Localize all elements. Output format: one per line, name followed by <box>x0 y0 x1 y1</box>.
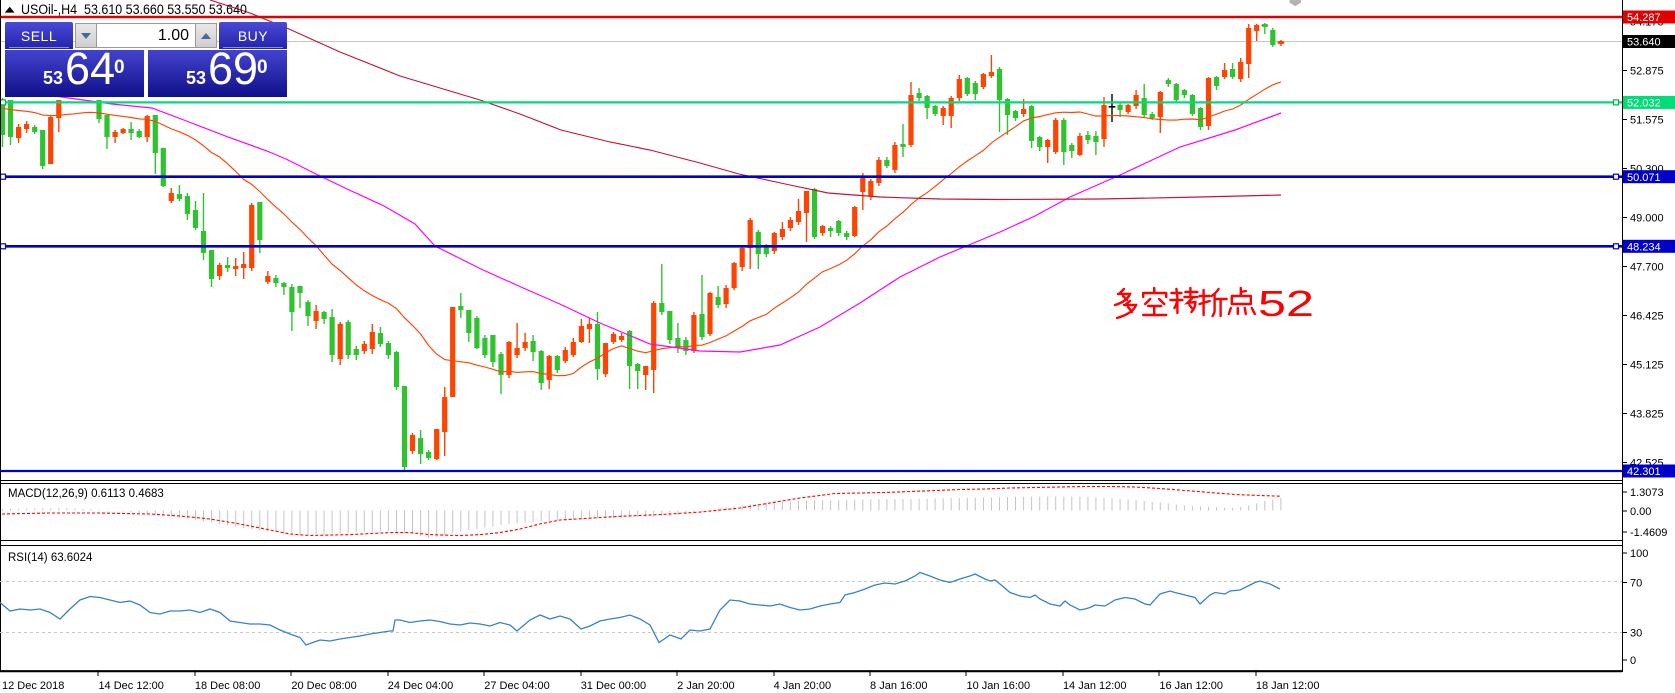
svg-text:51.575: 51.575 <box>1630 115 1664 127</box>
svg-text:12 Dec 2018: 12 Dec 2018 <box>2 680 64 692</box>
svg-text:50.071: 50.071 <box>1627 172 1661 184</box>
svg-text:45.125: 45.125 <box>1630 360 1664 372</box>
svg-text:24 Dec 04:00: 24 Dec 04:00 <box>388 680 453 692</box>
svg-text:100: 100 <box>1630 548 1648 560</box>
svg-text:14 Jan 12:00: 14 Jan 12:00 <box>1063 680 1127 692</box>
svg-text:48.234: 48.234 <box>1627 242 1661 254</box>
svg-text:14 Dec 12:00: 14 Dec 12:00 <box>98 680 163 692</box>
svg-text:52: 52 <box>1258 283 1314 324</box>
svg-text:16 Jan 12:00: 16 Jan 12:00 <box>1159 680 1223 692</box>
svg-text:20 Dec 08:00: 20 Dec 08:00 <box>291 680 356 692</box>
svg-text:46.425: 46.425 <box>1630 311 1664 323</box>
svg-text:70: 70 <box>1630 578 1642 590</box>
svg-text:31 Dec 00:00: 31 Dec 00:00 <box>581 680 646 692</box>
svg-text:53.640: 53.640 <box>1627 37 1661 49</box>
svg-text:8 Jan 16:00: 8 Jan 16:00 <box>870 680 928 692</box>
svg-text:52.875: 52.875 <box>1630 66 1664 78</box>
svg-text:52.032: 52.032 <box>1627 98 1661 110</box>
svg-text:10 Jan 16:00: 10 Jan 16:00 <box>967 680 1031 692</box>
svg-text:30: 30 <box>1630 628 1642 640</box>
svg-text:43.825: 43.825 <box>1630 409 1664 421</box>
svg-text:42.301: 42.301 <box>1627 466 1661 478</box>
svg-text:USOil-,H4 53.610 53.660 53.55: USOil-,H4 53.610 53.660 53.550 53.640 <box>21 2 247 17</box>
svg-text:1.3073: 1.3073 <box>1630 487 1664 499</box>
svg-text:27 Dec 04:00: 27 Dec 04:00 <box>484 680 549 692</box>
svg-text:18 Dec 08:00: 18 Dec 08:00 <box>195 680 260 692</box>
svg-text:0: 0 <box>1630 655 1636 667</box>
svg-text:-1.4609: -1.4609 <box>1630 527 1667 539</box>
svg-text:18 Jan 12:00: 18 Jan 12:00 <box>1256 680 1320 692</box>
svg-text:0.00: 0.00 <box>1630 506 1651 518</box>
svg-text:49.000: 49.000 <box>1630 213 1664 225</box>
svg-text:MACD(12,26,9) 0.6113 0.4683: MACD(12,26,9) 0.6113 0.4683 <box>8 488 164 500</box>
svg-text:2 Jan 20:00: 2 Jan 20:00 <box>677 680 735 692</box>
svg-text:47.700: 47.700 <box>1630 262 1664 274</box>
svg-text:RSI(14) 63.6024: RSI(14) 63.6024 <box>8 552 93 564</box>
svg-text:4 Jan 20:00: 4 Jan 20:00 <box>774 680 832 692</box>
svg-text:54.287: 54.287 <box>1627 12 1661 24</box>
